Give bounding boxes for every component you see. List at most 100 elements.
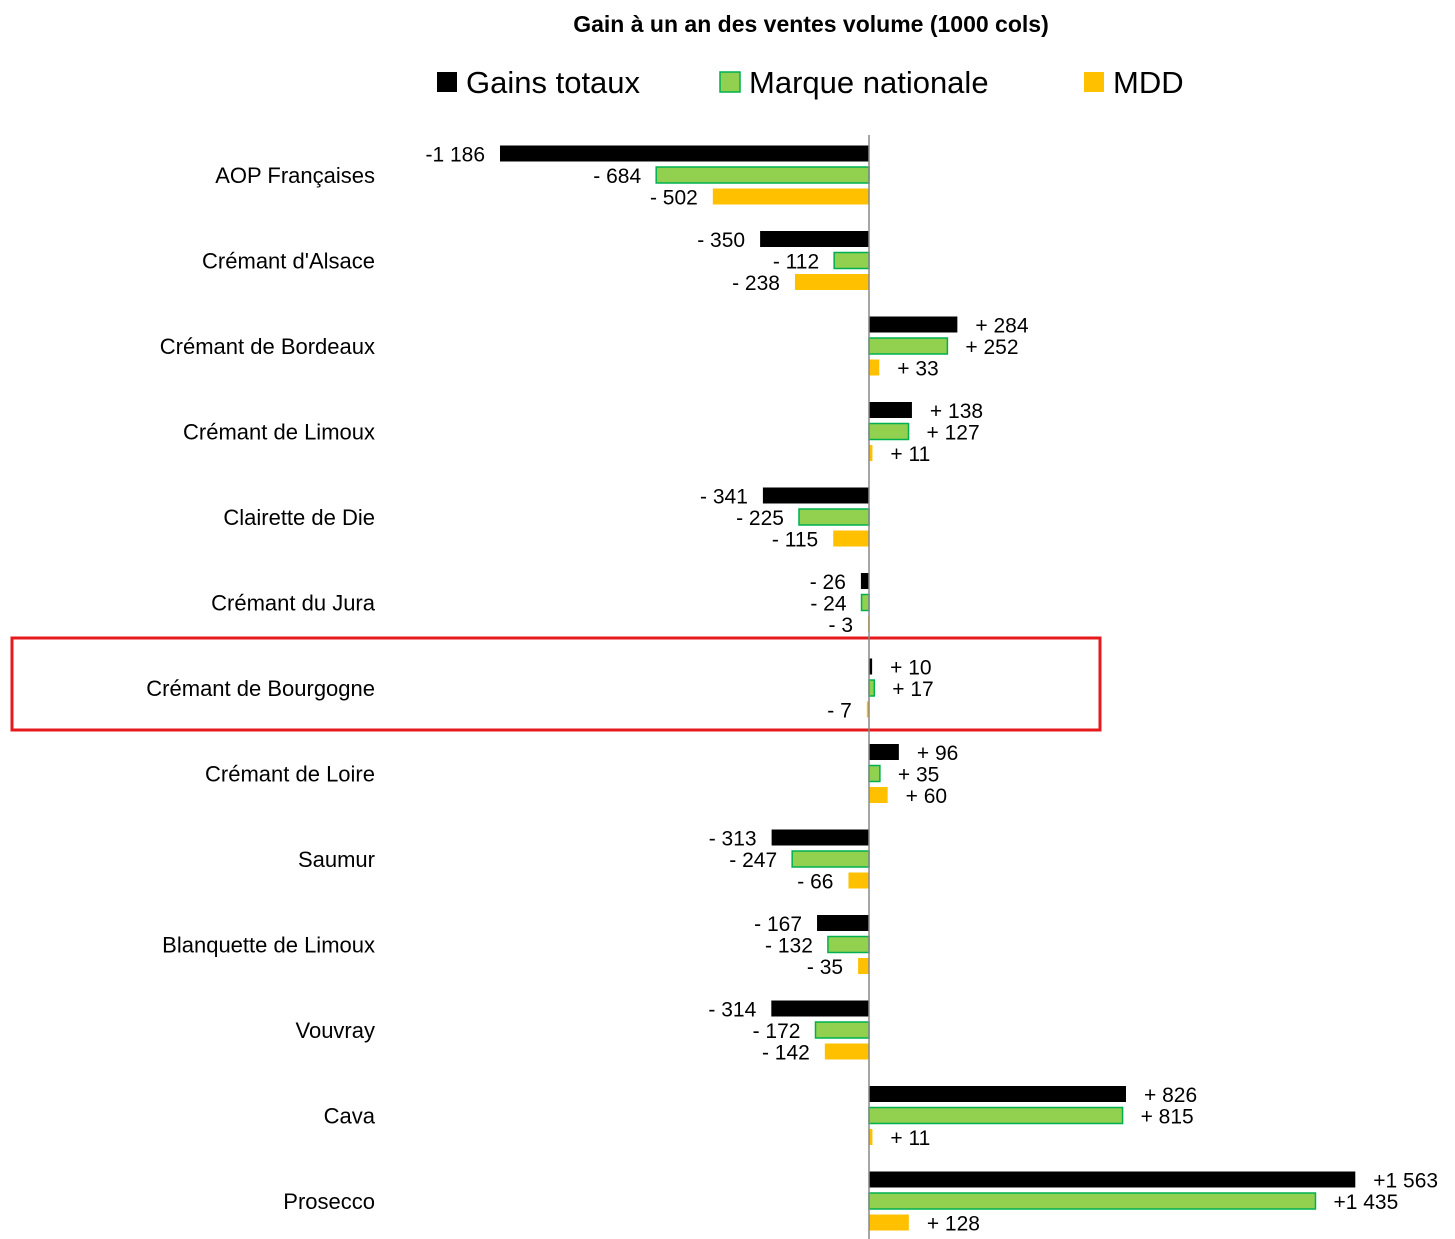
bar-marque-nationale	[798, 508, 870, 526]
bar-marque-nationale	[827, 935, 870, 954]
bar-gains-totaux	[771, 829, 869, 846]
data-label: - 115	[772, 529, 818, 552]
data-label: + 252	[965, 336, 1018, 359]
data-label: + 284	[975, 315, 1028, 338]
bar-mdd	[869, 359, 880, 376]
category-label: Crémant de Bourgogne	[146, 676, 375, 701]
legend: Gains totaux Marque nationale MDD	[437, 65, 1184, 100]
category-label: Crémant de Limoux	[183, 420, 375, 445]
category-label: Cava	[324, 1104, 376, 1129]
chart-title: Gain à un an des ventes volume (1000 col…	[573, 11, 1049, 37]
data-label: - 7	[827, 700, 852, 723]
bar-mdd	[869, 445, 873, 461]
legend-label-2: Marque nationale	[749, 65, 989, 100]
category-label: Clairette de Die	[223, 505, 375, 530]
data-label: - 132	[765, 935, 813, 958]
bar-marque-nationale	[814, 1021, 870, 1039]
bar-gains-totaux	[762, 487, 869, 504]
bar-marque-nationale	[791, 850, 870, 868]
data-label: - 35	[807, 956, 843, 979]
data-label: +1 435	[1333, 1191, 1398, 1214]
bar-mdd	[824, 1043, 869, 1060]
data-label: - 112	[773, 251, 819, 274]
bar-mdd	[869, 787, 888, 803]
legend-swatch-2	[719, 71, 741, 93]
legend-swatch-3	[1084, 72, 1104, 92]
data-label: - 341	[700, 486, 748, 509]
bar-gains-totaux	[860, 573, 869, 589]
data-label: + 35	[898, 764, 939, 787]
category-label: Vouvray	[296, 1018, 376, 1043]
data-label: - 313	[709, 828, 757, 851]
bar-marque-nationale	[868, 1106, 1124, 1125]
data-label: + 11	[890, 1127, 930, 1150]
data-label: + 826	[1144, 1084, 1197, 1107]
bar-marque-nationale	[833, 251, 870, 270]
bar-gains-totaux	[771, 1000, 869, 1017]
bar-gains-totaux	[869, 658, 873, 675]
bar-gains-totaux	[869, 402, 912, 418]
data-label: + 138	[930, 400, 983, 423]
bar-mdd	[848, 872, 869, 889]
data-label: - 314	[708, 999, 756, 1022]
bar-mdd	[869, 1214, 909, 1231]
bar-marque-nationale	[868, 764, 881, 783]
legend-label-3: MDD	[1113, 65, 1184, 100]
data-label: - 684	[593, 165, 641, 188]
data-label: +1 563	[1373, 1170, 1438, 1193]
bar-marque-nationale	[655, 166, 870, 184]
data-label: - 225	[736, 507, 784, 530]
category-labels: AOP Françaises Crémant d'Alsace Crémant de…	[146, 163, 375, 1214]
category-label: Crémant d'Alsace	[202, 249, 375, 274]
bar-mdd	[866, 701, 869, 718]
category-label: Blanquette de Limoux	[162, 933, 375, 958]
data-label: + 128	[927, 1213, 980, 1236]
bar-marque-nationale	[868, 422, 910, 441]
legend-swatch-1	[437, 72, 457, 92]
category-label: AOP Françaises	[215, 163, 375, 188]
data-label: + 96	[917, 742, 958, 765]
category-label: Saumur	[298, 847, 375, 872]
bar-gains-totaux	[500, 145, 869, 162]
data-label: + 60	[906, 785, 947, 808]
bar-gains-totaux	[817, 915, 869, 931]
data-label: - 172	[753, 1020, 801, 1043]
data-label: - 26	[810, 571, 846, 594]
data-label: + 10	[890, 657, 931, 680]
data-label: - 247	[729, 849, 777, 872]
bar-gains-totaux	[869, 1171, 1356, 1188]
category-label: Crémant de Bordeaux	[160, 334, 375, 359]
legend-label-1: Gains totaux	[466, 65, 641, 100]
highlight-box	[10, 636, 1102, 732]
data-label: - 167	[754, 913, 802, 936]
data-label: + 11	[890, 443, 930, 466]
data-label: - 502	[650, 187, 698, 210]
bar-mdd	[794, 274, 869, 290]
bar-marque-nationale	[868, 1192, 1317, 1210]
bar-mdd	[869, 1129, 873, 1145]
data-label: - 238	[732, 272, 780, 295]
data-label: - 350	[697, 229, 745, 252]
data-label: - 24	[810, 593, 847, 616]
bars	[500, 145, 1356, 1231]
category-label: Crémant de Loire	[205, 762, 375, 787]
bar-gains-totaux	[869, 1086, 1126, 1102]
bar-gains-totaux	[869, 744, 899, 760]
data-label: - 3	[829, 614, 854, 637]
category-label: Prosecco	[283, 1189, 375, 1214]
value-labels: -1 186 - 684 - 502 - 350 - 112- 238 + 284+ 25…	[425, 144, 1438, 1236]
data-label: + 815	[1141, 1106, 1194, 1129]
data-label: + 127	[927, 422, 980, 445]
bar-gains-totaux	[869, 316, 958, 333]
bar-mdd	[712, 188, 869, 205]
data-label: -1 186	[425, 144, 485, 167]
data-label: - 66	[797, 871, 833, 894]
data-label: - 142	[762, 1042, 810, 1065]
bar-marque-nationale	[868, 337, 949, 355]
bar-mdd	[833, 530, 869, 547]
bar-marque-nationale	[860, 593, 870, 612]
highlight-layer	[10, 636, 1102, 732]
data-label: + 17	[892, 678, 933, 701]
bar-mdd	[858, 958, 869, 974]
